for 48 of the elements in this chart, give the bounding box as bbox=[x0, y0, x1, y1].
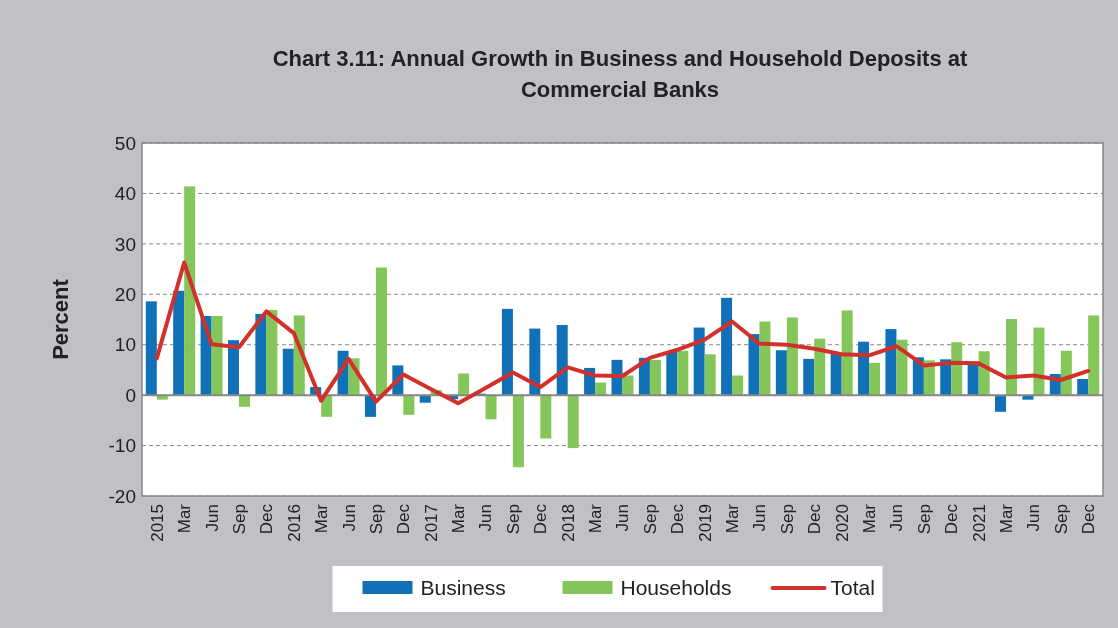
y-tick-label: 10 bbox=[114, 334, 136, 356]
x-tick-label: 2017 bbox=[421, 504, 441, 542]
x-tick-label: Sep bbox=[1051, 504, 1071, 535]
x-tick-label: Dec bbox=[805, 503, 825, 535]
legend-label: Total bbox=[830, 576, 875, 600]
x-tick-label: Dec bbox=[942, 503, 962, 535]
x-tick-label: Mar bbox=[449, 503, 469, 534]
x-tick-label: Mar bbox=[175, 503, 195, 534]
x-tick-label: Sep bbox=[366, 504, 386, 535]
y-tick-label: 50 bbox=[114, 132, 136, 154]
x-tick-label: Mar bbox=[312, 503, 332, 534]
x-tick-label: Jun bbox=[202, 504, 222, 532]
x-tick-label: Jun bbox=[1024, 504, 1044, 532]
legend-label: Households bbox=[620, 576, 732, 600]
x-tick-label: Dec bbox=[1079, 503, 1099, 535]
y-tick-label: 0 bbox=[125, 384, 136, 406]
y-tick-label: -20 bbox=[108, 485, 136, 507]
x-tick-label: Dec bbox=[394, 503, 414, 535]
x-tick-label: 2020 bbox=[832, 504, 852, 542]
y-tick-label: 20 bbox=[114, 283, 136, 305]
x-tick-label: 2021 bbox=[969, 504, 989, 542]
x-tick-label: Mar bbox=[586, 503, 606, 534]
x-tick-label: Dec bbox=[668, 503, 688, 535]
y-tick-label: 30 bbox=[114, 233, 136, 255]
y-tick-label: 40 bbox=[114, 183, 136, 205]
y-tick-label: -10 bbox=[108, 435, 136, 457]
x-tick-label: Jun bbox=[750, 504, 770, 532]
x-tick-label: 2019 bbox=[695, 504, 715, 542]
x-tick-label: Mar bbox=[723, 503, 743, 534]
x-tick-label: Jun bbox=[476, 504, 496, 532]
x-tick-label: 2018 bbox=[558, 504, 578, 542]
x-tick-label: Dec bbox=[531, 503, 551, 535]
legend-label: Business bbox=[420, 576, 506, 600]
x-tick-label: Sep bbox=[914, 504, 934, 535]
x-tick-label: 2016 bbox=[284, 504, 304, 542]
x-tick-label: 2015 bbox=[147, 504, 167, 542]
x-tick-label: Sep bbox=[640, 504, 660, 535]
y-axis-title: Percent bbox=[48, 278, 73, 360]
chart-title: Chart 3.11: Annual Growth in Business and Household Deposits at Commercial Banks bbox=[272, 46, 969, 102]
x-tick-label: Mar bbox=[860, 503, 879, 534]
x-tick-label: Sep bbox=[503, 504, 523, 535]
x-tick-label: Jun bbox=[887, 504, 907, 532]
x-tick-label: Sep bbox=[777, 504, 797, 535]
x-tick-label: Sep bbox=[229, 504, 249, 535]
x-tick-label: Dec bbox=[257, 503, 277, 535]
x-tick-label: Mar bbox=[996, 503, 1016, 534]
x-tick-label: Jun bbox=[339, 504, 359, 532]
x-tick-label: Jun bbox=[613, 504, 633, 532]
